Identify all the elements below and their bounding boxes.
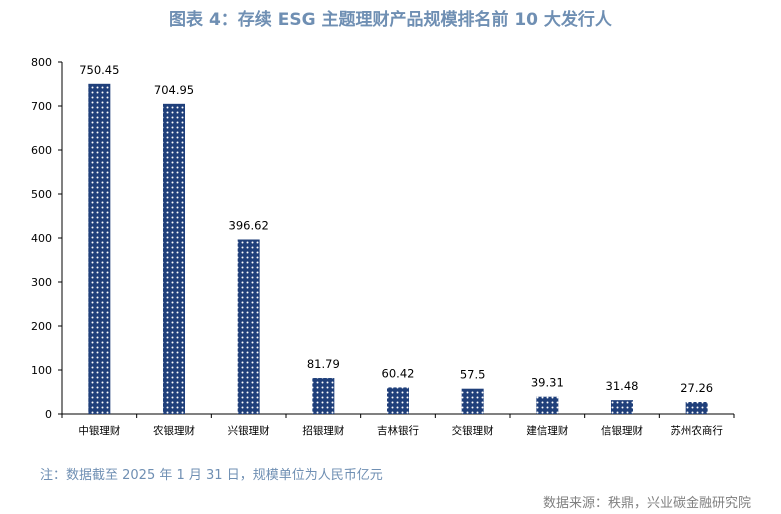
data-label: 60.42 [382,366,415,380]
bar [536,396,559,414]
x-axis [61,413,735,418]
data-label: 750.45 [79,63,119,77]
footnote: 注：数据截至 2025 年 1 月 31 日，规模单位为人民币亿元 [40,468,383,483]
y-tick-label: 0 [45,408,52,421]
bars [88,83,708,415]
x-tick-label: 吉林银行 [377,424,419,437]
y-tick-label: 700 [31,100,52,113]
x-tick-label: 招银理财 [302,424,344,437]
x-tick-label: 信银理财 [601,424,643,437]
y-tick-label: 200 [31,320,52,333]
x-tick-label: 农银理财 [153,424,195,437]
data-label: 39.31 [531,376,564,390]
x-tick-label: 建信理财 [526,424,568,437]
y-tick-label: 600 [31,144,52,157]
y-tick-label: 500 [31,188,52,201]
data-label: 396.62 [229,218,269,232]
x-tick-labels: 中银理财 农银理财 兴银理财 招银理财 吉林银行 交银理财 建信理财 信银理财 苏州农商行 [78,424,723,437]
data-label: 704.95 [154,83,194,97]
bar [237,239,260,414]
x-tick-label: 交银理财 [452,424,494,437]
x-tick-label: 兴银理财 [228,424,270,437]
y-axis: 0 100 200 300 400 500 600 700 800 [31,56,63,421]
bar [685,402,708,414]
source-note: 数据来源：秩鼎，兴业碳金融研究院 [542,496,751,511]
bar [387,387,409,414]
bar-chart: 0 100 200 300 400 500 600 700 800 750.45 704.95 39… [31,56,735,437]
data-label: 81.79 [307,357,340,371]
x-tick-label: 苏州农商行 [670,424,723,437]
bar [88,83,111,414]
x-tick-label: 中银理财 [78,424,120,437]
bar [461,388,484,414]
y-tick-label: 400 [31,232,52,245]
data-label: 31.48 [606,379,639,393]
y-tick-label: 800 [31,56,52,69]
data-label: 57.5 [460,368,486,382]
data-label: 27.26 [680,381,713,395]
y-tick-label: 100 [31,364,52,377]
data-labels: 750.45 704.95 396.62 81.79 60.42 57.5 39.31 31.… [79,63,713,395]
chart-title: 图表 4：存续 ESG 主题理财产品规模排名前 10 大发行人 [169,10,612,30]
bar [611,400,633,414]
y-tick-label: 300 [31,276,52,289]
bar [163,103,185,415]
bar [312,378,335,414]
